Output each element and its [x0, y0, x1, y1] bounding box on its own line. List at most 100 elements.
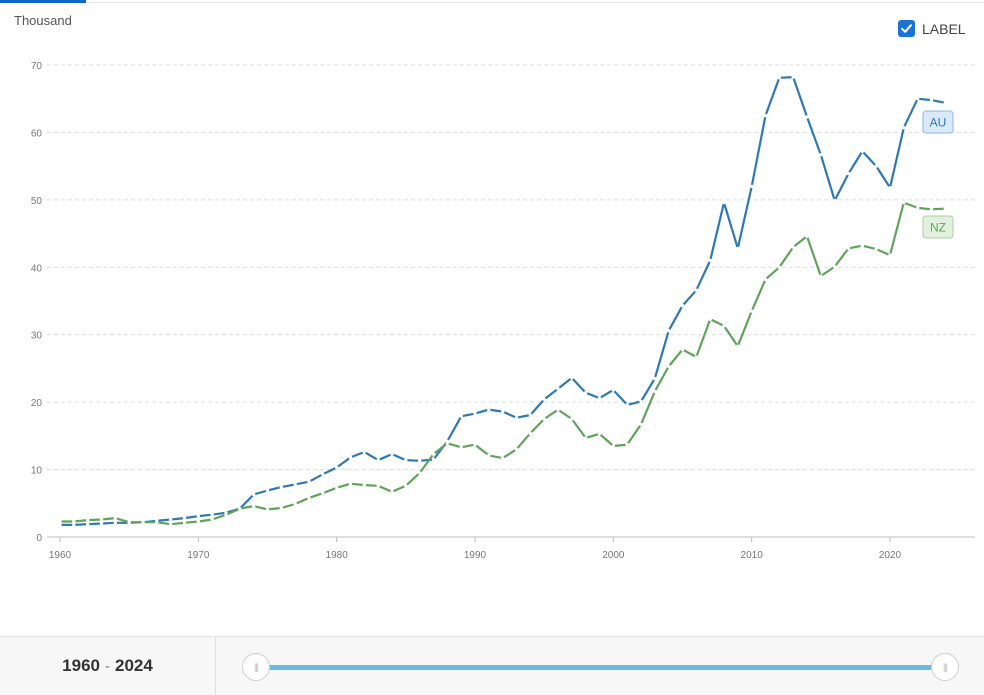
y-tick-label: 30 — [31, 331, 43, 342]
series-label-au: AU — [922, 110, 954, 134]
data-point-nz — [376, 484, 380, 488]
data-point-nz — [667, 364, 671, 369]
data-point-au — [902, 126, 906, 130]
x-tick-label: 1960 — [49, 550, 72, 561]
data-point-au — [265, 488, 270, 493]
range-slider-start-handle[interactable]: ||| — [242, 653, 270, 681]
data-point-au — [694, 288, 698, 292]
data-point-nz — [597, 432, 602, 436]
data-point-nz — [694, 355, 698, 359]
data-point-nz — [58, 519, 62, 524]
x-tick-label: 2010 — [741, 550, 764, 561]
data-point-nz — [473, 442, 477, 447]
footer-divider — [215, 637, 216, 695]
data-point-nz — [404, 484, 408, 488]
data-point-nz — [528, 431, 532, 435]
data-point-nz — [625, 442, 629, 447]
data-point-au — [916, 97, 920, 101]
data-point-nz — [833, 264, 837, 269]
data-point-nz — [86, 518, 90, 522]
top-divider — [0, 2, 984, 3]
data-point-au — [182, 516, 187, 520]
data-point-nz — [763, 277, 768, 282]
range-slider-track[interactable] — [256, 665, 945, 670]
data-point-nz — [224, 513, 228, 517]
data-point-nz — [390, 490, 394, 494]
data-point-au — [943, 101, 947, 105]
data-point-au — [542, 397, 546, 402]
data-point-au — [791, 75, 795, 79]
range-separator: - — [105, 657, 110, 675]
data-point-nz — [279, 506, 283, 510]
series-lines — [58, 75, 947, 527]
data-point-nz — [459, 445, 463, 449]
data-point-au — [99, 521, 104, 526]
data-point-nz — [611, 444, 615, 448]
data-point-nz — [846, 246, 851, 251]
data-point-nz — [542, 417, 546, 421]
data-point-nz — [293, 502, 297, 506]
data-point-nz — [722, 324, 726, 328]
data-point-au — [708, 258, 712, 263]
data-point-au — [473, 411, 477, 416]
data-point-au — [210, 513, 214, 517]
data-point-nz — [155, 520, 159, 524]
series-labels: AU NZ — [922, 110, 954, 239]
data-point-au — [722, 200, 726, 205]
data-point-au — [279, 485, 283, 489]
data-point-nz — [736, 344, 740, 348]
data-point-nz — [860, 244, 864, 248]
series-label-nz: NZ — [922, 215, 954, 239]
data-point-au — [335, 465, 339, 470]
data-point-nz — [874, 247, 878, 251]
data-point-nz — [348, 482, 353, 486]
data-point-nz — [169, 522, 173, 526]
data-point-nz — [514, 447, 519, 451]
data-point-au — [487, 407, 491, 412]
data-point-nz — [916, 206, 920, 210]
data-point-nz — [777, 265, 781, 269]
data-point-au — [376, 458, 380, 462]
data-point-nz — [888, 253, 892, 257]
label-toggle-text: LABEL — [922, 20, 966, 37]
data-point-nz — [501, 456, 505, 460]
data-point-nz — [99, 517, 104, 522]
data-point-au — [570, 376, 574, 380]
grid-lines — [47, 64, 975, 471]
range-start: 1960 — [62, 656, 100, 675]
data-point-au — [501, 409, 505, 414]
x-tick-label: 1980 — [326, 550, 349, 561]
data-point-au — [307, 480, 311, 484]
data-point-nz — [929, 207, 934, 211]
data-point-nz — [265, 507, 270, 512]
data-point-au — [58, 523, 62, 527]
range-slider-end-handle[interactable]: ||| — [931, 653, 959, 681]
data-point-au — [625, 403, 629, 407]
label-toggle[interactable]: LABEL — [898, 20, 966, 37]
data-point-au — [362, 450, 366, 454]
y-tick-label: 40 — [31, 263, 43, 274]
line-chart: 0 10 20 30 40 50 60 70 1960 1970 1980 1990 2000 2010 2… — [31, 61, 975, 561]
data-point-nz — [362, 483, 366, 487]
data-point-au — [196, 514, 200, 518]
active-tab-indicator — [0, 0, 86, 3]
data-point-nz — [431, 452, 436, 456]
range-end: 2024 — [115, 656, 153, 675]
svg-text:NZ: NZ — [930, 221, 946, 235]
svg-text:AU: AU — [930, 116, 947, 130]
axes: 0 10 20 30 40 50 60 70 1960 1970 1980 1990 2000 2010 2… — [31, 61, 975, 561]
data-point-nz — [210, 517, 214, 522]
data-point-nz — [307, 496, 311, 500]
data-point-au — [556, 387, 560, 391]
data-point-nz — [238, 507, 242, 511]
data-point-nz — [127, 520, 131, 524]
data-point-au — [680, 304, 685, 308]
label-checkbox[interactable] — [898, 20, 915, 37]
y-tick-label: 50 — [31, 196, 43, 207]
checkmark-icon — [901, 24, 912, 33]
x-tick-label: 1990 — [464, 550, 487, 561]
y-tick-label: 0 — [36, 533, 42, 544]
data-point-au — [528, 413, 532, 417]
x-tick-label: 1970 — [187, 550, 210, 561]
data-point-nz — [445, 441, 449, 445]
